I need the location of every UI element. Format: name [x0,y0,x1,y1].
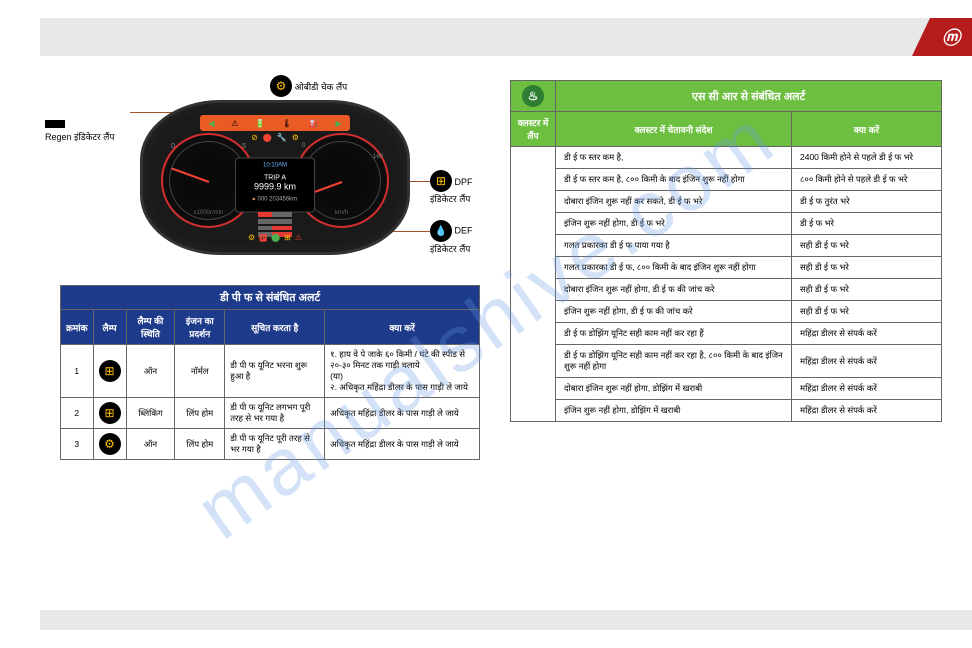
brand-logo: ⓜ [942,24,960,50]
scr-action: 2400 किमी होने से पहले डी ई फ भरे [792,147,942,169]
dpf-lamp [93,398,126,429]
scr-header: क्लस्टर में लैंप [511,112,556,147]
dpf-filter-icon [99,360,121,382]
scr-alert-table: एस सी आर से संबंधित अलर्ट क्लस्टर में लै… [510,80,942,422]
scr-row: दोबारा इंजिन शुरू नहीं कर सकते, डी ई फ भ… [511,191,942,213]
scr-table-title: एस सी आर से संबंधित अलर्ट [556,81,942,112]
engine-check-icon [99,433,121,455]
scr-row: इंजिन शुरू नहीं होगा, डोझिंग में खराबीमह… [511,400,942,422]
dpf-seq: 1 [61,345,94,398]
scr-message: दोबारा इंजिन शुरू नहीं होगा, डी ई फ की ज… [556,279,792,301]
scr-row: गलत प्रकारका डी ई फ, ८०० किमी के बाद इंज… [511,257,942,279]
dpf-header: क्या करें [325,310,480,345]
top-bar [40,18,972,56]
scr-icon [522,85,544,107]
dpf-lamp [93,345,126,398]
dpf-engine: नॉर्मल [175,345,225,398]
scr-header: क्या करें [792,112,942,147]
scr-action: सही डी ई फ भरे [792,235,942,257]
scr-row: दोबारा इंजिन शुरू नहीं होगा, डी ई फ की ज… [511,279,942,301]
scr-action: डी ई फ भरे [792,213,942,235]
dpf-indicates: डी पी फ यूनिट लगभग पूरी तरह से भर गया है [225,398,325,429]
dpf-indicates: डी पी फ यूनिट भरना शुरू हुआ है [225,345,325,398]
dpf-row: 1 ऑननॉर्मलडी पी फ यूनिट भरना शुरू हुआ है१… [61,345,480,398]
regen-label: Regen इंडिकेटर लैंप [45,120,114,143]
scr-action: महिंद्रा डीलर से संपर्क करें [792,378,942,400]
scr-message: दोबारा इंजिन शुरू नहीं होगा, डोझिंग में … [556,378,792,400]
scr-message: डी ई फ स्तर कम है, ८०० किमी के बाद इंजिन… [556,169,792,191]
scr-message: इंजिन शुरू नहीं होगा, डोझिंग में खराबी [556,400,792,422]
dpf-header: सूचित करता है [225,310,325,345]
scr-row: डी ई फ डोझिंग यूनिट सही काम नहीं कर रहा … [511,345,942,378]
scr-header: क्लस्टर में चेतावनी संदेश [556,112,792,147]
scr-message: इंजिन शुरू नहीं होगा, डी ई फ की जांच करे [556,301,792,323]
scr-action: महिंद्रा डीलर से संपर्क करें [792,345,942,378]
dpf-header: लैम्प की स्थिति [126,310,175,345]
scr-action: ८०० किमी होने से पहले डी ई फ भरे [792,169,942,191]
scr-row: डी ई फ स्तर कम है,2400 किमी होने से पहले… [511,147,942,169]
telltale-strip: ◀ ⚠🔋🌡⛽ ▶ [200,115,350,131]
dpf-seq: 2 [61,398,94,429]
dpf-status: ऑन [126,429,175,460]
dpf-status: ब्लिंकिंग [126,398,175,429]
scr-action: सही डी ई फ भरे [792,301,942,323]
scr-message: डी ई फ डोझिंग यूनिट सही काम नहीं कर रहा … [556,345,792,378]
dpf-header: लैम्प [93,310,126,345]
scr-action: महिंद्रा डीलर से संपर्क करें [792,323,942,345]
def-icon [430,220,452,242]
dpf-alert-table: डी पी फ से संबंधित अलर्ट क्रमांकलैम्पलैम… [60,285,480,460]
scr-message: दोबारा इंजिन शुरू नहीं कर सकते, डी ई फ भ… [556,191,792,213]
scr-message: डी ई फ स्तर कम है, [556,147,792,169]
dpf-action: १. हाय वे पे जाके ६० किमी / घंटे की स्पी… [325,345,480,398]
dpf-engine: लिंप होम [175,429,225,460]
scr-action: सही डी ई फ भरे [792,279,942,301]
scr-message: इंजिन शुरू नहीं होगा, डी ई फ भरे [556,213,792,235]
dpf-indicates: डी पी फ यूनिट पूरी तरह से भर गया है [225,429,325,460]
scr-row: दोबारा इंजिन शुरू नहीं होगा, डोझिंग में … [511,378,942,400]
scr-title-icon-cell [511,81,556,112]
dpf-seq: 3 [61,429,94,460]
scr-lamp-cell [511,147,556,422]
dpf-engine: लिंप होम [175,398,225,429]
dpf-filter-icon [99,402,121,424]
scr-action: डी ई फ तुरंत भरे [792,191,942,213]
warning-icons-row: ⊘⬤🔧⚙ [251,133,299,142]
scr-message: गलत प्रकारका डी ई फ, ८०० किमी के बाद इंज… [556,257,792,279]
def-label: DEF इंडिकेटर लैंप [430,220,480,255]
dpf-label: DPF इंडिकेटर लैंप [430,170,480,205]
dpf-table-title: डी पी फ से संबंधित अलर्ट [61,286,480,310]
dpf-action: अधिकृत महिंद्रा डीलर के पास गाड़ी ले जाय… [325,398,480,429]
engine-check-icon [270,75,292,97]
dpf-row: 3 ऑनलिंप होमडी पी फ यूनिट पूरी तरह से भर … [61,429,480,460]
scr-row: डी ई फ डोझिंग यूनिट सही काम नहीं कर रहा … [511,323,942,345]
scr-row: डी ई फ स्तर कम है, ८०० किमी के बाद इंजिन… [511,169,942,191]
dpf-icon [430,170,452,192]
instrument-cluster-diagram: Regen इंडिकेटर लैंप ओबीडी चेक लैंप DPF इ… [60,80,480,280]
dpf-action: अधिकृत महिंद्रा डीलर के पास गाड़ी ले जाय… [325,429,480,460]
scr-message: डी ई फ डोझिंग यूनिट सही काम नहीं कर रहा … [556,323,792,345]
cluster-body: ◀ ⚠🔋🌡⛽ ▶ ⊘⬤🔧⚙ 0 5 x1000r/min 0 160 [140,100,410,255]
scr-row: इंजिन शुरू नहीं होगा, डी ई फ भरेडी ई फ भ… [511,213,942,235]
scr-row: इंजिन शुरू नहीं होगा, डी ई फ की जांच करे… [511,301,942,323]
scr-action: महिंद्रा डीलर से संपर्क करें [792,400,942,422]
scr-action: सही डी ई फ भरे [792,257,942,279]
obd-label: ओबीडी चेक लैंप [270,75,347,97]
dpf-status: ऑन [126,345,175,398]
dpf-lamp [93,429,126,460]
scr-row: गलत प्रकारका डी ई फ पाया गया हैसही डी ई … [511,235,942,257]
bottom-bar [40,610,972,630]
dpf-header: क्रमांक [61,310,94,345]
dpf-row: 2 ब्लिंकिंगलिंप होमडी पी फ यूनिट लगभग पूर… [61,398,480,429]
dpf-header: इंजन का प्रदर्शन [175,310,225,345]
center-display: 10:10AM TRIP A 9999.9 km ▸ 000 203456km [235,157,315,212]
scr-message: गलत प्रकारका डी ई फ पाया गया है [556,235,792,257]
